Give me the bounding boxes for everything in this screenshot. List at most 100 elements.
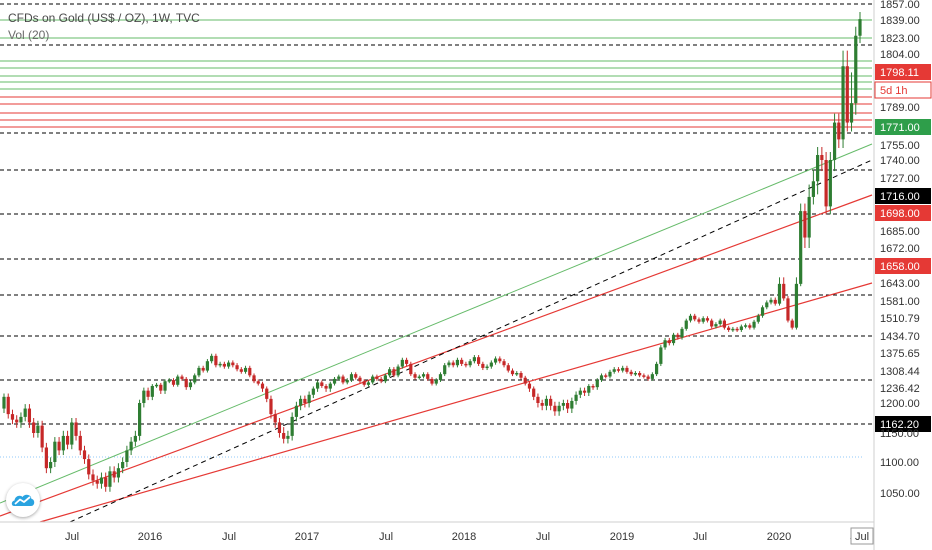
candles <box>2 12 862 492</box>
price-label[interactable]: 1581.00 <box>880 296 920 308</box>
svg-text:1236.42: 1236.42 <box>880 383 920 395</box>
candle <box>112 466 116 483</box>
candle <box>803 203 807 248</box>
candle <box>171 378 176 387</box>
price-label[interactable]: 1200.00 <box>880 398 920 410</box>
candle <box>104 472 108 492</box>
candle <box>282 427 286 444</box>
candle <box>116 463 121 483</box>
price-label[interactable]: 1510.79 <box>880 313 920 325</box>
price-label[interactable]: 1375.65 <box>880 348 920 360</box>
candle <box>574 391 578 405</box>
svg-text:1857.00: 1857.00 <box>880 0 920 11</box>
candle <box>311 386 315 399</box>
candle <box>659 345 663 367</box>
dashed-midline <box>69 159 873 523</box>
time-scale[interactable]: Jul2016Jul2017Jul2018Jul2019Jul2020JulJu… <box>0 521 874 545</box>
price-label[interactable]: 1804.00 <box>880 49 920 61</box>
candle <box>392 367 396 378</box>
candle <box>816 147 820 195</box>
price-label[interactable]: 1658.00 <box>875 258 931 274</box>
symbol-title[interactable]: CFDs on Gold (US$ / OZ), 1W, TVC <box>8 11 200 25</box>
price-label[interactable]: 1755.00 <box>880 140 920 152</box>
candle <box>854 26 858 115</box>
volume-indicator-label[interactable]: Vol (20) <box>8 28 50 42</box>
svg-text:5d 1h: 5d 1h <box>880 85 908 97</box>
candle <box>210 353 214 364</box>
price-scale[interactable]: 1857.00 1839.00 1823.00 1804.00 1798.11 5d 1h… <box>873 0 932 550</box>
svg-text:1162.20: 1162.20 <box>880 419 919 431</box>
time-label: Jul <box>379 531 393 543</box>
candle <box>19 412 23 428</box>
price-label[interactable]: 1643.00 <box>880 278 920 290</box>
candle <box>341 374 345 385</box>
candle <box>214 353 218 368</box>
candle <box>697 317 701 324</box>
candle <box>849 72 854 132</box>
candle <box>2 393 6 413</box>
price-label[interactable]: 1857.00 <box>880 0 920 11</box>
candle <box>557 401 561 416</box>
candle <box>506 363 510 373</box>
price-label[interactable]: 1236.42 <box>880 383 920 395</box>
svg-text:1510.79: 1510.79 <box>880 313 920 325</box>
svg-text:1672.00: 1672.00 <box>880 243 920 255</box>
price-label[interactable]: 1672.00 <box>880 243 920 255</box>
price-label[interactable]: 1698.00 <box>875 205 931 221</box>
candle <box>523 375 527 386</box>
candle <box>265 386 269 403</box>
candle <box>44 442 48 474</box>
candle <box>680 326 684 340</box>
price-label[interactable]: 1050.00 <box>880 488 920 500</box>
time-label: Jul <box>222 531 236 543</box>
candle <box>532 386 536 401</box>
price-label[interactable]: 1685.00 <box>880 226 920 238</box>
candle <box>197 365 201 378</box>
candle <box>688 313 693 323</box>
candle <box>756 313 760 324</box>
svg-text:Jul: Jul <box>855 531 869 543</box>
time-label: 2016 <box>138 531 162 543</box>
price-label[interactable]: 1727.00 <box>880 173 920 185</box>
candle <box>159 382 163 394</box>
candle <box>807 184 811 248</box>
candle <box>176 374 180 387</box>
candle <box>375 374 379 381</box>
price-label[interactable]: 1150.00 <box>880 428 919 440</box>
price-label[interactable]: 1789.00 <box>880 102 920 114</box>
price-label[interactable]: 1162.20 <box>875 416 931 432</box>
price-label[interactable]: 5d 1h <box>874 81 932 99</box>
candle <box>345 378 349 385</box>
svg-text:1698.00: 1698.00 <box>880 208 920 220</box>
svg-text:1727.00: 1727.00 <box>880 173 920 185</box>
candle <box>650 372 654 381</box>
candle <box>582 387 587 396</box>
price-label[interactable]: 1839.00 <box>880 15 920 27</box>
price-label[interactable]: 1771.00 <box>875 119 931 135</box>
candle <box>388 367 392 378</box>
candle <box>447 360 451 368</box>
candle <box>82 445 87 464</box>
svg-text:1375.65: 1375.65 <box>880 348 920 360</box>
price-label[interactable]: 1308.44 <box>880 366 920 378</box>
candle <box>396 364 400 378</box>
price-label[interactable]: 1740.00 <box>880 155 920 167</box>
candle <box>184 377 188 390</box>
support-trendline-upper <box>0 194 873 517</box>
candle <box>133 430 137 447</box>
candle <box>91 469 95 486</box>
candle <box>358 375 362 384</box>
price-label[interactable]: 1716.00 <box>875 188 931 204</box>
price-label[interactable]: 1798.11 <box>875 64 931 80</box>
candle <box>718 318 722 326</box>
price-label[interactable]: 1823.00 <box>880 33 920 45</box>
candle <box>400 357 404 369</box>
tradingview-logo[interactable] <box>6 483 40 517</box>
candle <box>752 319 756 330</box>
candle <box>53 437 57 467</box>
svg-text:1755.00: 1755.00 <box>880 140 920 152</box>
candle <box>379 377 383 384</box>
price-label[interactable]: 1100.00 <box>880 457 919 469</box>
price-label[interactable]: 1434.70 <box>880 331 920 343</box>
